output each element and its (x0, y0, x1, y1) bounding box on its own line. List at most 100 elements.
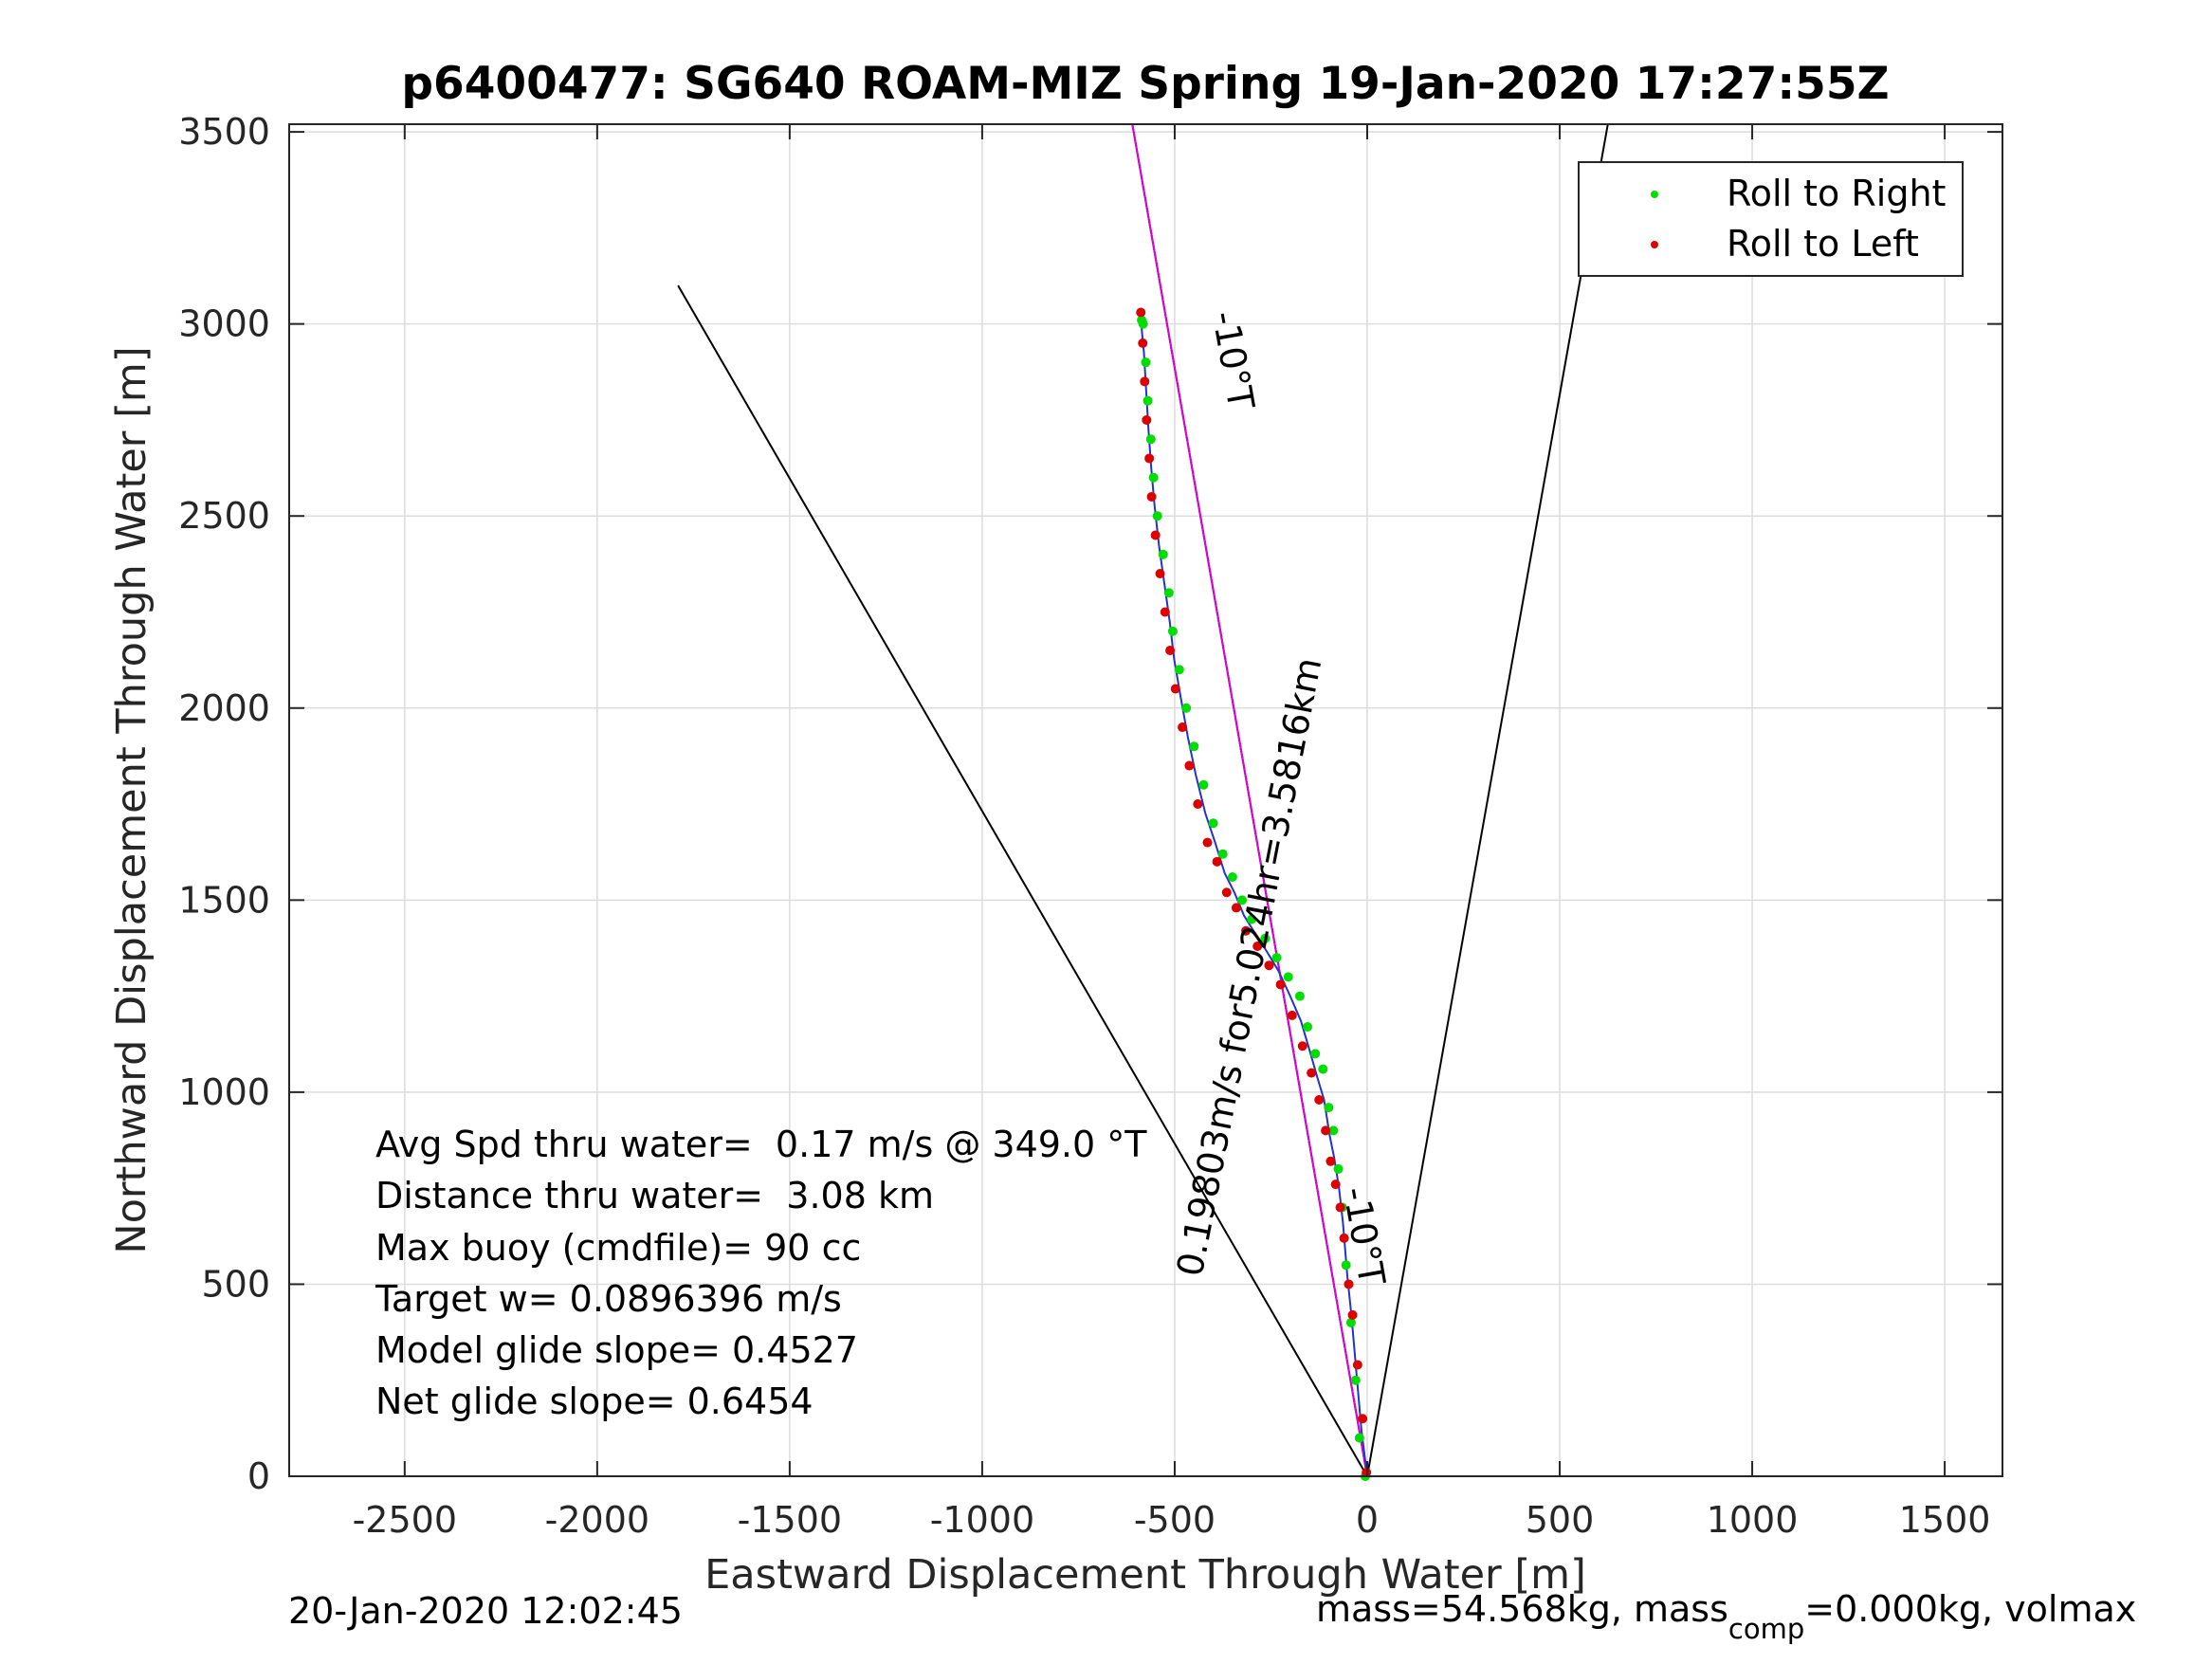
point-roll-to-right (1310, 1049, 1321, 1059)
y-tick-label: 2000 (178, 687, 270, 729)
point-roll-to-left (1140, 376, 1150, 387)
point-roll-to-right (1198, 779, 1209, 790)
point-roll-to-left (1138, 338, 1148, 348)
y-tick-label: 1500 (178, 879, 270, 921)
points-layer (1136, 307, 1372, 1481)
point-roll-to-left (1264, 960, 1274, 971)
point-roll-to-left (1202, 837, 1213, 848)
point-roll-to-left (1358, 1414, 1368, 1424)
legend-marker-roll-right (1651, 191, 1658, 198)
reference-lines (677, 123, 1609, 1477)
point-roll-to-left (1231, 903, 1241, 913)
x-tick-label: 0 (1356, 1499, 1379, 1541)
reference-line (1131, 123, 1368, 1477)
stats-annotations: Avg Spd thru water= 0.17 m/s @ 349.0 °T … (375, 1124, 1147, 1422)
footer-mass-sub: comp (1728, 1613, 1804, 1645)
y-tick-label: 3000 (178, 303, 270, 345)
point-roll-to-left (1307, 1068, 1317, 1078)
point-roll-to-right (1354, 1433, 1364, 1443)
y-tick-label: 500 (201, 1263, 270, 1305)
plot-frame (288, 123, 2003, 1477)
y-tick-label: 1000 (178, 1071, 270, 1113)
y-tick-label: 0 (247, 1455, 270, 1497)
point-roll-to-left (1330, 1179, 1341, 1190)
point-roll-to-left (1297, 1041, 1307, 1051)
point-roll-to-left (1212, 856, 1222, 867)
point-roll-to-left (1193, 799, 1203, 810)
point-roll-to-right (1283, 972, 1293, 982)
point-roll-to-right (1189, 741, 1199, 752)
point-roll-to-left (1252, 941, 1263, 951)
point-roll-to-left (1178, 722, 1188, 733)
legend-marker-roll-left (1651, 241, 1658, 248)
footer-mass-pre: mass=54.568kg, mass (1316, 1588, 1728, 1630)
footer-mass-info: mass=54.568kg, masscomp=0.000kg, volmax (1316, 1588, 2136, 1645)
point-roll-to-right (1163, 588, 1174, 598)
point-roll-to-left (1347, 1309, 1358, 1320)
point-roll-to-right (1208, 818, 1218, 829)
point-roll-to-right (1152, 511, 1162, 521)
point-roll-to-right (1318, 1064, 1328, 1074)
point-roll-to-right (1217, 849, 1228, 859)
x-tick-label: -500 (1134, 1499, 1216, 1541)
point-roll-to-right (1328, 1125, 1339, 1136)
point-roll-to-right (1333, 1163, 1344, 1174)
point-roll-to-right (1143, 395, 1153, 406)
point-roll-to-left (1325, 1156, 1336, 1166)
legend-box (1578, 161, 1964, 277)
point-roll-to-left (1136, 307, 1146, 318)
point-roll-to-left (1155, 568, 1165, 578)
point-roll-to-right (1247, 914, 1257, 924)
point-roll-to-left (1150, 530, 1161, 540)
point-roll-to-left (1170, 684, 1180, 694)
annotation-net-glide-slope: Net glide slope= 0.6454 (375, 1381, 814, 1422)
annotation-target-w: Target w= 0.0896396 m/s (375, 1278, 842, 1320)
annotation-distance: Distance thru water= 3.08 km (375, 1175, 934, 1216)
annotation-avg-speed: Avg Spd thru water= 0.17 m/s @ 349.0 °T (375, 1124, 1147, 1165)
point-roll-to-right (1158, 549, 1168, 559)
point-roll-to-left (1287, 1010, 1297, 1020)
legend-label-roll-left: Roll to Left (1727, 223, 1919, 265)
point-roll-to-right (1294, 991, 1305, 1001)
reference-line (677, 284, 1368, 1477)
x-tick-label: -1500 (738, 1499, 842, 1541)
point-roll-to-left (1339, 1233, 1349, 1243)
point-roll-to-left (1184, 760, 1195, 771)
reference-line (1366, 123, 1609, 1477)
point-roll-to-right (1167, 626, 1178, 636)
point-roll-to-right (1350, 1375, 1361, 1385)
point-roll-to-left (1241, 925, 1252, 936)
y-tick-label: 3500 (178, 111, 270, 153)
x-tick-label: 500 (1526, 1499, 1595, 1541)
point-roll-to-left (1335, 1202, 1345, 1213)
x-tick-label: -1000 (930, 1499, 1034, 1541)
point-roll-to-right (1227, 872, 1237, 883)
annotation-model-glide-slope: Model glide slope= 0.4527 (375, 1329, 858, 1371)
x-tick-label: -2500 (353, 1499, 457, 1541)
x-axis-label: Eastward Displacement Through Water [m] (704, 1551, 1586, 1599)
point-roll-to-right (1137, 315, 1147, 325)
point-roll-to-right (1260, 933, 1271, 943)
point-roll-to-right (1145, 434, 1156, 445)
y-tick-label: 2500 (178, 495, 270, 537)
x-tick-label: 1500 (1899, 1499, 1991, 1541)
chart-title: p6400477: SG640 ROAM-MIZ Spring 19-Jan-2… (401, 58, 1889, 110)
point-roll-to-left (1221, 887, 1232, 898)
point-roll-to-left (1352, 1360, 1362, 1370)
point-roll-to-left (1314, 1094, 1325, 1105)
point-roll-to-right (1303, 1022, 1313, 1033)
footer-mass-post: =0.000kg, volmax (1804, 1588, 2136, 1630)
legend-label-roll-right: Roll to Right (1727, 173, 1946, 214)
x-tick-label: 1000 (1707, 1499, 1799, 1541)
point-roll-to-left (1344, 1279, 1354, 1289)
point-roll-to-left (1165, 646, 1176, 656)
point-roll-to-left (1144, 453, 1155, 464)
point-roll-to-right (1181, 703, 1192, 713)
point-roll-to-right (1271, 953, 1282, 963)
point-roll-to-right (1324, 1103, 1334, 1113)
point-roll-to-right (1174, 665, 1184, 675)
point-roll-to-left (1321, 1125, 1331, 1136)
legend: Roll to Right Roll to Left (1578, 161, 1964, 277)
